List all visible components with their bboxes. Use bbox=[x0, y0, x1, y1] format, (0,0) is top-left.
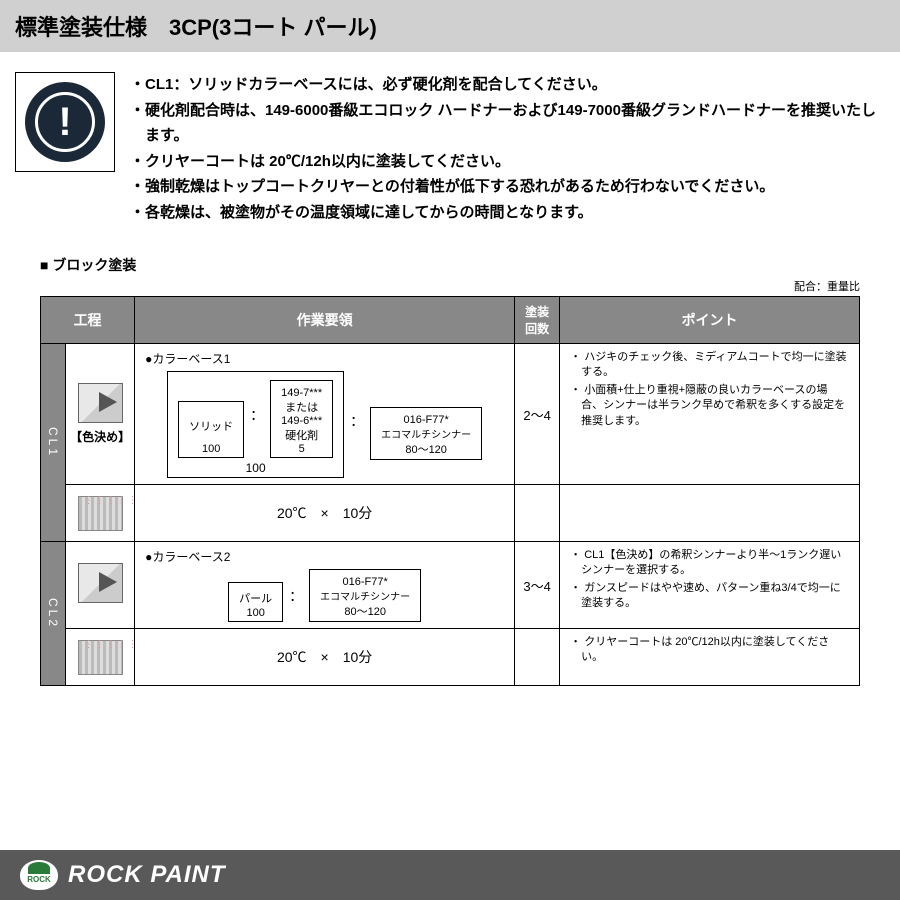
cl1-mix-diagram: ソリッド 100 ： 149-7*** または 149-6*** 硬化剤 5 bbox=[145, 371, 504, 478]
cl2-thinner-value: 80～120 bbox=[320, 603, 410, 619]
cl2-process-cell bbox=[66, 542, 135, 629]
cl2-dry-text: 20℃ × 10分 bbox=[135, 629, 515, 686]
cl2-mix-diagram: パール 100 ： 016-F77* エコマルチシンナー 80～120 bbox=[145, 569, 504, 622]
cl1-thinner-name: 016-F77* bbox=[381, 414, 471, 426]
cl2-point-item: ・ CL1【色決め】の希釈シンナーより半～1ランク遅いシンナーを選択する。 bbox=[570, 548, 849, 579]
cl1-solid-name: ソリッド bbox=[189, 408, 233, 443]
cl2-pearl-value: 100 bbox=[239, 607, 272, 619]
page-footer: ROCK ROCK PAINT bbox=[0, 850, 900, 900]
ratio-note: 配合：重量比 bbox=[40, 278, 860, 294]
spray-gun-icon bbox=[78, 563, 123, 603]
cl2-dry-process bbox=[66, 629, 135, 686]
th-count: 塗装回数 bbox=[515, 297, 560, 344]
warning-section: ! ・CL1：ソリッドカラーベースには、必ず硬化剤を配合してください。 ・硬化剤… bbox=[0, 52, 900, 255]
footer-brand: ROCK PAINT bbox=[68, 861, 226, 889]
cl1-row2: 20℃ × 10分 bbox=[41, 485, 860, 542]
warning-text-list: ・CL1：ソリッドカラーベースには、必ず硬化剤を配合してください。 ・硬化剤配合… bbox=[130, 72, 885, 225]
cl1-thinner-desc: エコマルチシンナー bbox=[381, 426, 471, 441]
th-point: ポイント bbox=[560, 297, 860, 344]
cl1-hardener-box: 149-7*** または 149-6*** 硬化剤 5 bbox=[270, 380, 333, 458]
table-title: ■ ブロック塗装 bbox=[40, 255, 860, 275]
warning-item: ・各乾燥は、被塗物がその温度領域に達してからの時間となります。 bbox=[130, 200, 885, 226]
cl2-point2-item: ・ クリヤーコートは 20℃/12h以内に塗装してください。 bbox=[570, 635, 849, 666]
cl1-count: 2～4 bbox=[515, 344, 560, 485]
cl2-count: 3～4 bbox=[515, 542, 560, 629]
cl1-thinner-value: 80～120 bbox=[381, 441, 471, 457]
colon: ： bbox=[350, 411, 364, 439]
colon: ： bbox=[250, 405, 264, 433]
empty-cell bbox=[515, 629, 560, 686]
rock-logo-icon: ROCK bbox=[20, 860, 58, 890]
dry-icon bbox=[78, 640, 123, 675]
cl1-thinner-box: 016-F77* エコマルチシンナー 80～120 bbox=[370, 407, 482, 460]
cl1-points-cell: ・ ハジキのチェック後、ミディアムコートで均一に塗装する。 ・ 小面積+仕上り重… bbox=[560, 344, 860, 485]
cl2-pearl-name: パール bbox=[239, 589, 272, 607]
cl1-dry-text: 20℃ × 10分 bbox=[135, 485, 515, 542]
warning-item: ・強制乾燥はトップコートクリヤーとの付着性が低下する恐れがあるため行わないでくだ… bbox=[130, 174, 885, 200]
cl1-process-cell: 【色決め】 bbox=[66, 344, 135, 485]
cl1-group-total: 100 bbox=[178, 461, 333, 475]
cl1-hardener-l4: 硬化剤 bbox=[281, 427, 322, 443]
cl1-process-label: 【色決め】 bbox=[70, 428, 130, 445]
cl1-work-cell: ●カラーベース1 ソリッド 100 ： 149-7*** または bbox=[135, 344, 515, 485]
cl2-points-cell: ・ CL1【色決め】の希釈シンナーより半～1ランク遅いシンナーを選択する。 ・ … bbox=[560, 542, 860, 629]
table-header-row: 工程 作業要領 塗装回数 ポイント bbox=[41, 297, 860, 344]
spray-gun-icon bbox=[78, 383, 123, 423]
cl1-point-item: ・ ハジキのチェック後、ミディアムコートで均一に塗装する。 bbox=[570, 350, 849, 381]
cl1-label: CL1 bbox=[41, 344, 66, 542]
colon: ： bbox=[289, 586, 303, 606]
cl2-pearl-box: パール 100 bbox=[228, 582, 283, 622]
cl2-thinner-desc: エコマルチシンナー bbox=[320, 588, 410, 603]
cl1-row1: CL1 【色決め】 ●カラーベース1 ソリッド 100 ： bbox=[41, 344, 860, 485]
cl1-dry-process bbox=[66, 485, 135, 542]
warning-icon-circle: ! bbox=[25, 82, 105, 162]
cl2-point-item: ・ ガンスピードはやや速め、パターン重ね3/4で均一に塗装する。 bbox=[570, 581, 849, 612]
warning-icon-box: ! bbox=[15, 72, 115, 172]
cl1-hardener-l1: 149-7*** bbox=[281, 387, 322, 399]
cl2-thinner-box: 016-F77* エコマルチシンナー 80～120 bbox=[309, 569, 421, 622]
cl1-solid-value: 100 bbox=[189, 443, 233, 455]
cl2-row1: CL2 ●カラーベース2 パール 100 ： 016-F77* エコマルチシンナ… bbox=[41, 542, 860, 629]
th-work: 作業要領 bbox=[135, 297, 515, 344]
cl2-points2-cell: ・ クリヤーコートは 20℃/12h以内に塗装してください。 bbox=[560, 629, 860, 686]
dry-icon bbox=[78, 496, 123, 531]
spec-table: 工程 作業要領 塗装回数 ポイント CL1 【色決め】 ●カラーベース1 ソリッ… bbox=[40, 296, 860, 686]
warning-item: ・CL1：ソリッドカラーベースには、必ず硬化剤を配合してください。 bbox=[130, 72, 885, 98]
cl1-point-item: ・ 小面積+仕上り重視+隠蔽の良いカラーベースの場合、シンナーは半ランク早めで希… bbox=[570, 383, 849, 429]
cl1-colorbase-title: ●カラーベース1 bbox=[145, 350, 504, 367]
empty-cell bbox=[560, 485, 860, 542]
warning-item: ・硬化剤配合時は、149-6000番級エコロック ハードナーおよび149-700… bbox=[130, 98, 885, 149]
cl2-work-cell: ●カラーベース2 パール 100 ： 016-F77* エコマルチシンナー 80… bbox=[135, 542, 515, 629]
cl1-solid-box: ソリッド 100 bbox=[178, 401, 244, 458]
cl2-label: CL2 bbox=[41, 542, 66, 686]
page-header: 標準塗装仕様 3CP(3コート パール) bbox=[0, 0, 900, 52]
cl1-hardener-l3: 149-6*** bbox=[281, 415, 322, 427]
empty-cell bbox=[515, 485, 560, 542]
cl1-mix-group: ソリッド 100 ： 149-7*** または 149-6*** 硬化剤 5 bbox=[167, 371, 344, 478]
cl1-hardener-l2: または bbox=[281, 399, 322, 415]
cl1-hardener-value: 5 bbox=[281, 443, 322, 455]
th-process: 工程 bbox=[41, 297, 135, 344]
cl2-row2: 20℃ × 10分 ・ クリヤーコートは 20℃/12h以内に塗装してください。 bbox=[41, 629, 860, 686]
page-title: 標準塗装仕様 3CP(3コート パール) bbox=[15, 10, 885, 42]
table-section: ■ ブロック塗装 配合：重量比 工程 作業要領 塗装回数 ポイント CL1 【色… bbox=[0, 255, 900, 686]
exclamation-icon: ! bbox=[35, 92, 95, 152]
warning-item: ・クリヤーコートは 20℃/12h以内に塗装してください。 bbox=[130, 149, 885, 175]
cl2-thinner-name: 016-F77* bbox=[320, 576, 410, 588]
cl2-colorbase-title: ●カラーベース2 bbox=[145, 548, 504, 565]
